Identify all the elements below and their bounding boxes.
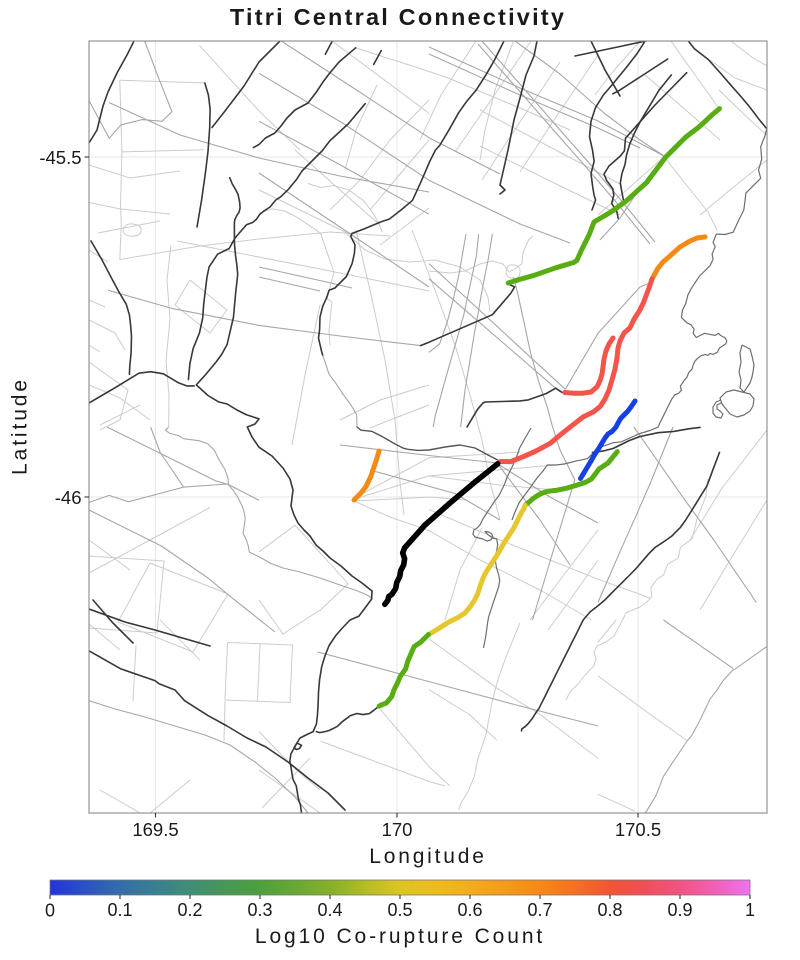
- svg-text:Log10 Co-rupture Count: Log10 Co-rupture Count: [255, 925, 545, 948]
- svg-text:169.5: 169.5: [132, 819, 178, 840]
- svg-text:0.9: 0.9: [667, 900, 692, 920]
- svg-text:-45.5: -45.5: [39, 147, 81, 168]
- svg-text:0.1: 0.1: [107, 900, 132, 920]
- svg-text:170.5: 170.5: [615, 819, 661, 840]
- svg-text:Titri Central Connectivity: Titri Central Connectivity: [230, 4, 566, 30]
- svg-text:0.4: 0.4: [317, 900, 342, 920]
- svg-text:170: 170: [382, 819, 413, 840]
- svg-text:1: 1: [745, 900, 755, 920]
- svg-text:Longitude: Longitude: [369, 845, 486, 868]
- svg-text:0.8: 0.8: [597, 900, 622, 920]
- svg-text:0.2: 0.2: [177, 900, 202, 920]
- svg-text:-46: -46: [55, 487, 82, 508]
- svg-text:0.3: 0.3: [247, 900, 272, 920]
- svg-text:0.7: 0.7: [527, 900, 552, 920]
- svg-text:Latitude: Latitude: [9, 377, 32, 475]
- svg-text:0: 0: [45, 901, 55, 921]
- svg-text:0.5: 0.5: [387, 900, 412, 920]
- svg-text:0.6: 0.6: [457, 900, 482, 920]
